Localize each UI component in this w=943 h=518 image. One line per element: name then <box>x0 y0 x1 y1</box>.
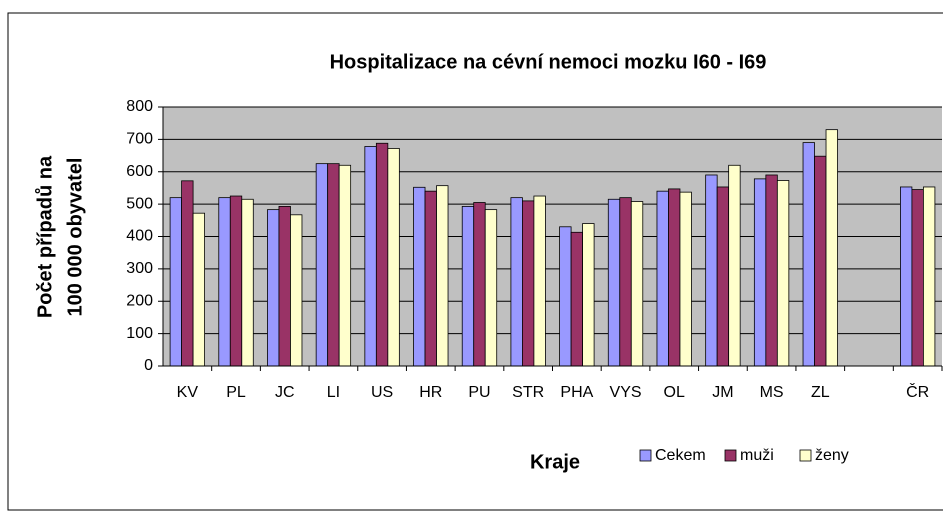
x-tick-label: ZL <box>811 384 830 401</box>
x-tick-label: PU <box>468 384 490 401</box>
bar <box>630 201 644 367</box>
bar <box>181 180 194 367</box>
bar <box>461 205 475 367</box>
x-tick-label: KV <box>177 384 199 401</box>
bar <box>900 186 913 367</box>
bar <box>169 197 182 367</box>
bar <box>375 142 389 367</box>
x-tick-label: ČR <box>906 382 929 401</box>
y-tick-label: 200 <box>126 292 153 309</box>
x-tick-label: PL <box>226 384 246 401</box>
y-tick-label: 100 <box>126 325 153 342</box>
x-tick-label: HR <box>419 384 442 401</box>
x-tick-label: MS <box>760 384 784 401</box>
y-tick-label: 600 <box>126 163 153 180</box>
bar <box>387 148 400 367</box>
bar <box>679 191 692 367</box>
y-tick-label: 300 <box>126 260 153 277</box>
bar <box>753 178 767 367</box>
chart-title: Hospitalizace na cévní nemoci mozku I60 … <box>330 51 767 73</box>
bar <box>522 200 535 367</box>
bar <box>728 164 741 367</box>
bar <box>911 189 924 367</box>
bar <box>825 129 838 367</box>
legend-swatch <box>639 449 652 462</box>
bar <box>510 197 523 367</box>
bar <box>559 226 572 367</box>
bar <box>278 205 291 367</box>
y-tick-label: 500 <box>126 195 153 212</box>
legend-swatch <box>799 449 812 462</box>
bar <box>315 163 329 367</box>
bar <box>533 195 546 367</box>
bar <box>716 186 730 367</box>
bar <box>229 195 243 367</box>
y-tick-label: 700 <box>126 131 153 148</box>
bar <box>364 146 377 367</box>
x-tick-label: VYS <box>610 384 642 401</box>
x-tick-label: STR <box>512 384 544 401</box>
bar <box>484 209 498 367</box>
x-axis-title: Kraje <box>530 451 580 473</box>
legend-label: Cekem <box>655 447 706 464</box>
bar <box>656 190 669 367</box>
legend-swatch <box>724 449 737 462</box>
x-tick-label: PHA <box>560 384 593 401</box>
x-tick-label: JM <box>712 384 733 401</box>
x-tick-label: US <box>371 384 393 401</box>
bar <box>607 198 621 367</box>
bar <box>192 212 205 367</box>
bar <box>241 198 254 367</box>
bar <box>765 174 778 367</box>
bar <box>619 197 632 367</box>
bar <box>582 223 595 367</box>
y-tick-label: 0 <box>144 357 153 374</box>
bar <box>218 197 231 367</box>
bar <box>436 185 449 367</box>
bar <box>814 155 827 367</box>
bar <box>267 209 280 367</box>
x-tick-label: OL <box>664 384 685 401</box>
bar <box>290 214 303 367</box>
x-tick-label: LI <box>327 384 340 401</box>
legend-label: ženy <box>815 447 849 464</box>
bar <box>338 164 352 367</box>
y-axis-title: Počet případů na <box>34 155 56 318</box>
legend-label: muži <box>740 447 774 464</box>
bar <box>923 186 936 367</box>
x-tick-label: JC <box>275 384 295 401</box>
bar <box>473 202 486 367</box>
bar <box>776 180 790 367</box>
y-axis-title: 100 000 obyvatel <box>64 158 86 317</box>
y-tick-label: 400 <box>126 228 153 245</box>
bar <box>327 163 340 367</box>
y-tick-label: 800 <box>126 98 153 115</box>
bar <box>668 188 681 367</box>
bar <box>705 174 718 367</box>
bar <box>802 142 815 367</box>
bar <box>570 231 583 367</box>
bar <box>424 190 437 367</box>
bar <box>413 186 426 367</box>
